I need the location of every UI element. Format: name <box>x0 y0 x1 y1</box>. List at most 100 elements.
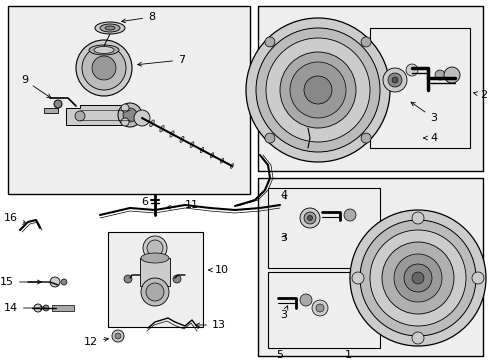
Circle shape <box>34 304 42 312</box>
Circle shape <box>359 220 475 336</box>
Circle shape <box>61 279 67 285</box>
Bar <box>369 28 469 148</box>
Ellipse shape <box>230 163 233 168</box>
Bar <box>108 232 203 327</box>
Circle shape <box>387 73 401 87</box>
Ellipse shape <box>89 45 119 55</box>
Text: 11: 11 <box>166 200 199 210</box>
Circle shape <box>299 208 319 228</box>
Circle shape <box>471 272 483 284</box>
Circle shape <box>54 100 62 108</box>
Text: 3: 3 <box>280 306 287 320</box>
Circle shape <box>311 300 327 316</box>
Circle shape <box>411 212 423 224</box>
Circle shape <box>265 38 369 142</box>
Bar <box>44 108 58 113</box>
Circle shape <box>146 283 163 301</box>
Ellipse shape <box>105 26 115 30</box>
Text: 10: 10 <box>208 265 228 275</box>
Circle shape <box>382 68 406 92</box>
Circle shape <box>434 70 444 80</box>
Circle shape <box>369 230 465 326</box>
Circle shape <box>391 77 397 83</box>
Circle shape <box>124 275 132 283</box>
Circle shape <box>173 275 181 283</box>
Circle shape <box>123 108 137 122</box>
Text: 4: 4 <box>280 190 286 200</box>
Circle shape <box>307 216 312 220</box>
Circle shape <box>264 133 274 143</box>
Circle shape <box>142 236 167 260</box>
Polygon shape <box>66 105 130 125</box>
Circle shape <box>405 64 417 76</box>
Ellipse shape <box>180 136 183 143</box>
Bar <box>140 258 170 286</box>
Circle shape <box>92 56 116 80</box>
Circle shape <box>121 104 129 112</box>
Circle shape <box>75 111 85 121</box>
Circle shape <box>121 118 129 126</box>
Ellipse shape <box>169 131 174 137</box>
Circle shape <box>43 305 49 311</box>
Text: 1: 1 <box>344 350 351 360</box>
Circle shape <box>245 18 389 162</box>
Ellipse shape <box>94 46 114 54</box>
Text: 7: 7 <box>138 55 185 66</box>
Circle shape <box>264 37 274 47</box>
Text: 4: 4 <box>423 133 436 143</box>
Text: 13: 13 <box>195 320 225 330</box>
Bar <box>258 178 482 356</box>
Circle shape <box>289 62 346 118</box>
Circle shape <box>82 46 126 90</box>
Ellipse shape <box>210 153 213 158</box>
Circle shape <box>403 264 431 292</box>
Bar <box>52 305 74 311</box>
Circle shape <box>360 37 370 47</box>
Circle shape <box>411 332 423 344</box>
Ellipse shape <box>95 22 125 34</box>
Text: 14: 14 <box>4 303 44 313</box>
Text: 3: 3 <box>410 102 436 123</box>
Text: 12: 12 <box>84 337 108 347</box>
Circle shape <box>147 240 163 256</box>
Circle shape <box>315 304 324 312</box>
Text: 3: 3 <box>280 233 286 243</box>
Text: 5: 5 <box>276 350 283 360</box>
Circle shape <box>304 76 331 104</box>
Bar <box>258 6 482 171</box>
Circle shape <box>381 242 453 314</box>
Circle shape <box>343 209 355 221</box>
Text: 8: 8 <box>122 12 155 23</box>
Circle shape <box>112 330 124 342</box>
Text: 2: 2 <box>473 90 486 100</box>
Circle shape <box>393 254 441 302</box>
Circle shape <box>118 103 142 127</box>
Text: 6: 6 <box>141 197 148 207</box>
Ellipse shape <box>190 142 194 148</box>
Circle shape <box>304 212 315 224</box>
Circle shape <box>115 333 121 339</box>
Ellipse shape <box>140 114 144 122</box>
Circle shape <box>256 28 379 152</box>
Circle shape <box>134 110 150 126</box>
Circle shape <box>50 277 60 287</box>
Ellipse shape <box>100 24 120 32</box>
Text: 15: 15 <box>0 277 41 287</box>
Circle shape <box>76 40 132 96</box>
Text: 16: 16 <box>4 213 26 224</box>
Circle shape <box>360 133 370 143</box>
Ellipse shape <box>220 158 223 163</box>
Circle shape <box>141 278 169 306</box>
Circle shape <box>280 52 355 128</box>
Bar <box>267 272 379 348</box>
Ellipse shape <box>141 253 169 263</box>
Bar <box>8 6 249 194</box>
Circle shape <box>351 272 363 284</box>
Circle shape <box>443 67 459 83</box>
Ellipse shape <box>149 120 154 127</box>
Bar <box>267 188 379 268</box>
Text: 9: 9 <box>21 75 51 98</box>
Ellipse shape <box>200 147 203 153</box>
Circle shape <box>299 294 311 306</box>
Ellipse shape <box>160 125 164 132</box>
